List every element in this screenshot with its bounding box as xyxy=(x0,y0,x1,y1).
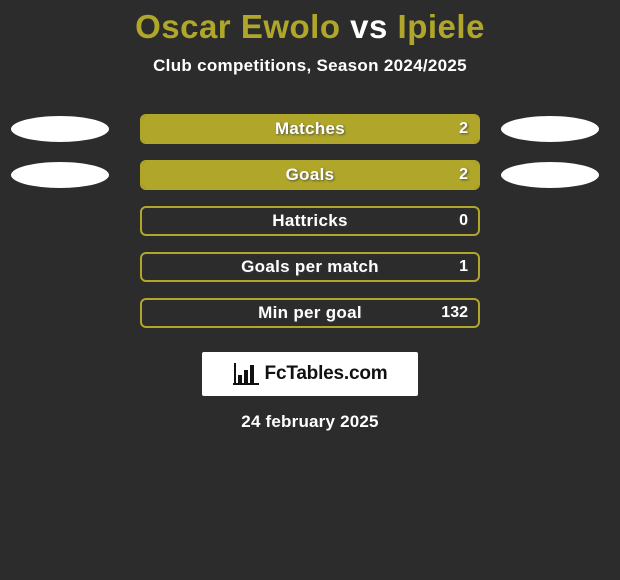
bar-chart-icon xyxy=(233,363,259,385)
date-label: 24 february 2025 xyxy=(0,412,620,432)
stat-label: Goals per match xyxy=(142,257,478,277)
stat-bar: Goals per match1 xyxy=(140,252,480,282)
stat-bar: Goals2 xyxy=(140,160,480,190)
ellipse-decoration-right xyxy=(500,161,600,189)
stat-bar-fill xyxy=(142,162,478,188)
stat-bar: Matches2 xyxy=(140,114,480,144)
title-vs: vs xyxy=(350,8,388,45)
stat-label: Min per goal xyxy=(142,303,478,323)
stat-row: Goals2 xyxy=(0,152,620,198)
stat-row: Hattricks0 xyxy=(0,198,620,244)
subtitle: Club competitions, Season 2024/2025 xyxy=(0,56,620,76)
stat-row: Goals per match1 xyxy=(0,244,620,290)
page-title: Oscar Ewolo vs Ipiele xyxy=(0,8,620,46)
site-logo[interactable]: FcTables.com xyxy=(202,352,418,396)
stat-bar-fill xyxy=(142,116,478,142)
stats-rows: Matches2Goals2Hattricks0Goals per match1… xyxy=(0,106,620,336)
stat-bar: Min per goal132 xyxy=(140,298,480,328)
ellipse-decoration-right xyxy=(500,115,600,143)
stat-value: 0 xyxy=(459,212,468,230)
comparison-panel: Oscar Ewolo vs Ipiele Club competitions,… xyxy=(0,0,620,580)
ellipse-decoration-left xyxy=(10,115,110,143)
stat-label: Hattricks xyxy=(142,211,478,231)
stat-value: 1 xyxy=(459,258,468,276)
stat-row: Matches2 xyxy=(0,106,620,152)
stat-value: 132 xyxy=(441,304,468,322)
stat-row: Min per goal132 xyxy=(0,290,620,336)
title-player-b: Ipiele xyxy=(398,8,485,45)
logo-text: FcTables.com xyxy=(265,363,388,385)
title-player-a: Oscar Ewolo xyxy=(135,8,340,45)
stat-bar: Hattricks0 xyxy=(140,206,480,236)
ellipse-decoration-left xyxy=(10,161,110,189)
